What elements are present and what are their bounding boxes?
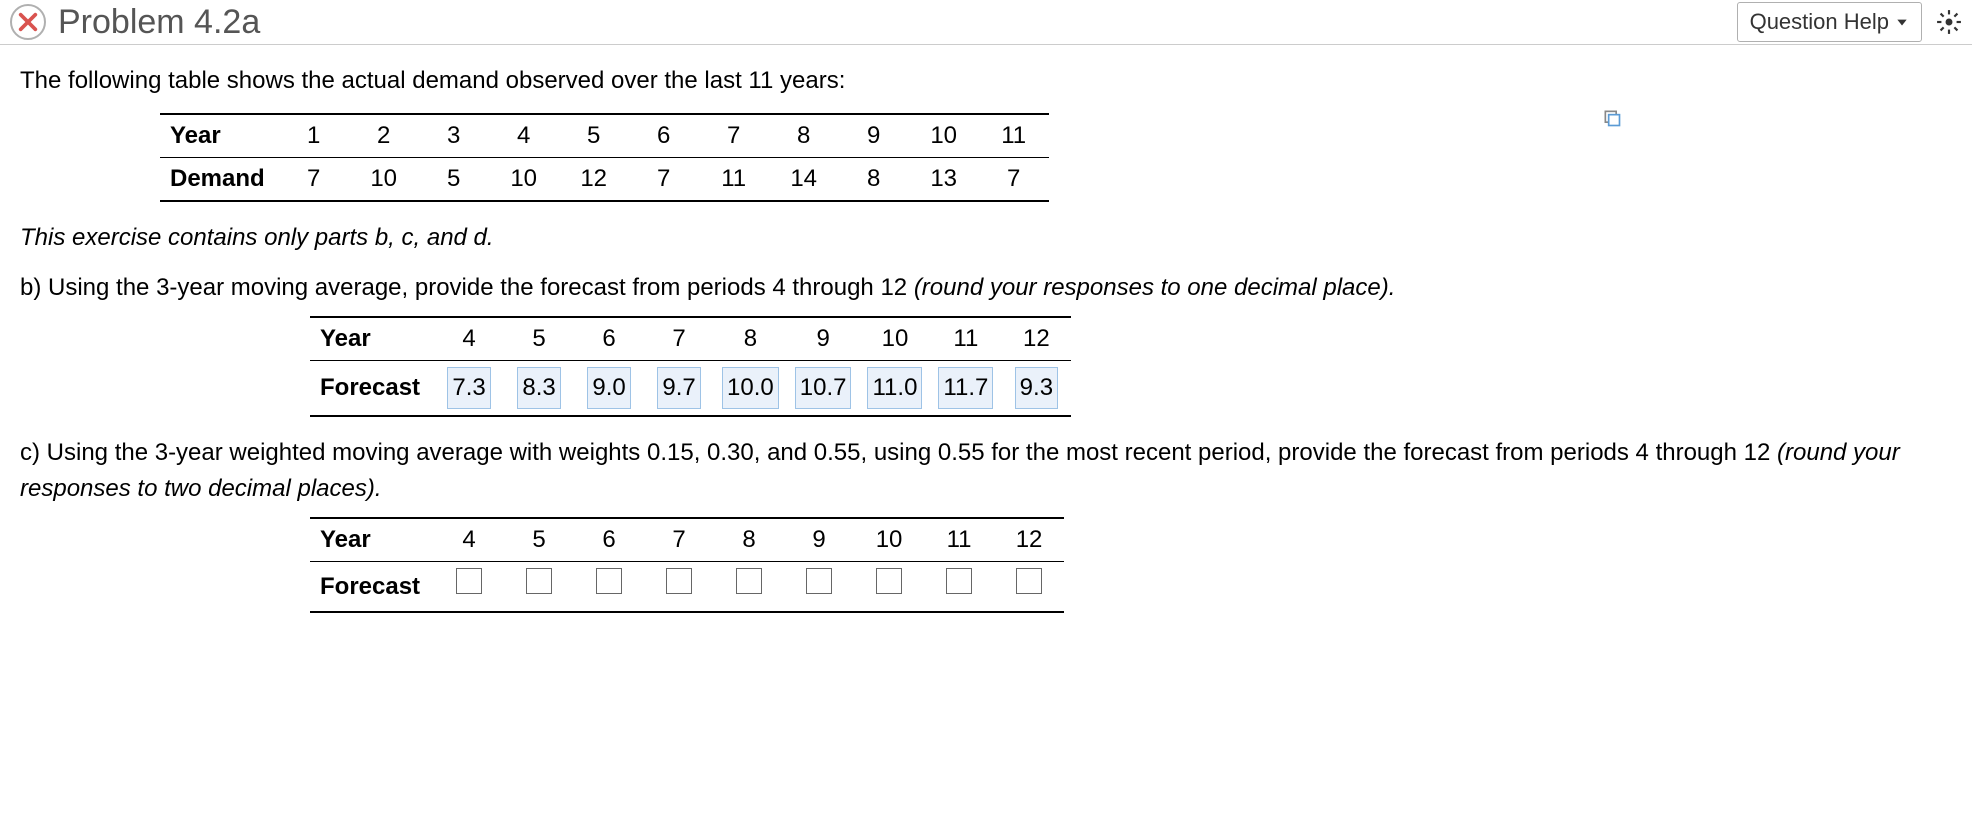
year-cell: 5 xyxy=(504,518,574,562)
year-cell: 9 xyxy=(787,317,860,361)
forecast-input-cell[interactable] xyxy=(854,562,924,613)
forecast-input-cell[interactable] xyxy=(784,562,854,613)
year-cell: 7 xyxy=(699,114,769,158)
part-b-suffix: (round your responses to one decimal pla… xyxy=(914,274,1396,301)
year-cell: 11 xyxy=(930,317,1001,361)
year-cell: 12 xyxy=(1001,317,1071,361)
forecast-input-cell[interactable] xyxy=(644,562,714,613)
year-cell: 8 xyxy=(714,518,784,562)
demand-cell: 8 xyxy=(839,158,909,202)
demand-cell: 7 xyxy=(279,158,349,202)
year-cell: 12 xyxy=(994,518,1064,562)
demand-cell: 11 xyxy=(699,158,769,202)
forecast-input-cell[interactable] xyxy=(714,562,784,613)
forecast-cell: 8.3 xyxy=(504,361,574,417)
question-help-button[interactable]: Question Help xyxy=(1737,2,1922,42)
year-cell: 10 xyxy=(909,114,979,158)
intro-text: The following table shows the actual dem… xyxy=(20,63,1952,99)
forecast-cell: 11.7 xyxy=(930,361,1001,417)
forecast-input-cell[interactable] xyxy=(994,562,1064,613)
year-cell: 10 xyxy=(854,518,924,562)
header: Problem 4.2a Question Help xyxy=(0,0,1972,45)
row-label-forecast: Forecast xyxy=(310,562,434,613)
forecast-cell: 10.0 xyxy=(714,361,787,417)
forecast-input-cell[interactable] xyxy=(574,562,644,613)
forecast-input-cell[interactable] xyxy=(924,562,994,613)
forecast-cell: 9.3 xyxy=(1001,361,1071,417)
year-cell: 5 xyxy=(504,317,574,361)
demand-cell: 14 xyxy=(769,158,839,202)
year-cell: 9 xyxy=(784,518,854,562)
page-title: Problem 4.2a xyxy=(58,3,260,42)
year-cell: 5 xyxy=(559,114,629,158)
year-cell: 9 xyxy=(839,114,909,158)
forecast-input-cell[interactable] xyxy=(504,562,574,613)
year-cell: 7 xyxy=(644,317,714,361)
demand-cell: 5 xyxy=(419,158,489,202)
part-b-table: Year 4 5 6 7 8 9 10 11 12 Forecast 7.3 8… xyxy=(310,316,1071,417)
demand-cell: 7 xyxy=(979,158,1049,202)
row-label-forecast: Forecast xyxy=(310,361,434,417)
year-cell: 4 xyxy=(434,317,504,361)
exercise-note: This exercise contains only parts b, c, … xyxy=(20,220,1952,256)
copy-table-icon[interactable] xyxy=(1602,103,1622,139)
year-cell: 2 xyxy=(349,114,419,158)
year-cell: 6 xyxy=(629,114,699,158)
part-b-table-wrap: Year 4 5 6 7 8 9 10 11 12 Forecast 7.3 8… xyxy=(20,316,1952,417)
forecast-cell: 9.7 xyxy=(644,361,714,417)
close-icon[interactable] xyxy=(10,4,46,40)
year-cell: 11 xyxy=(924,518,994,562)
forecast-cell: 9.0 xyxy=(574,361,644,417)
year-cell: 4 xyxy=(489,114,559,158)
year-cell: 3 xyxy=(419,114,489,158)
question-help-label: Question Help xyxy=(1750,9,1889,35)
header-right: Question Help xyxy=(1737,2,1962,42)
year-cell: 10 xyxy=(859,317,930,361)
year-cell: 4 xyxy=(434,518,504,562)
demand-table-wrap: Year 1 2 3 4 5 6 7 8 9 10 11 Demand 7 10… xyxy=(20,113,1952,202)
row-label-year: Year xyxy=(310,518,434,562)
demand-cell: 12 xyxy=(559,158,629,202)
gear-icon[interactable] xyxy=(1936,9,1962,35)
part-c-table: Year 4 5 6 7 8 9 10 11 12 Forecast xyxy=(310,517,1064,613)
year-cell: 7 xyxy=(644,518,714,562)
forecast-input-cell[interactable] xyxy=(434,562,504,613)
year-cell: 6 xyxy=(574,518,644,562)
chevron-down-icon xyxy=(1895,9,1909,35)
row-label-demand: Demand xyxy=(160,158,279,202)
part-b-text: b) Using the 3-year moving average, prov… xyxy=(20,270,1952,306)
demand-cell: 10 xyxy=(349,158,419,202)
part-c-prefix: c) Using the 3-year weighted moving aver… xyxy=(20,439,1777,466)
forecast-cell: 11.0 xyxy=(859,361,930,417)
year-cell: 8 xyxy=(714,317,787,361)
part-c-table-wrap: Year 4 5 6 7 8 9 10 11 12 Forecast xyxy=(20,517,1952,613)
part-b-prefix: b) Using the 3-year moving average, prov… xyxy=(20,274,914,301)
year-cell: 6 xyxy=(574,317,644,361)
year-cell: 1 xyxy=(279,114,349,158)
demand-cell: 10 xyxy=(489,158,559,202)
row-label-year: Year xyxy=(310,317,434,361)
demand-cell: 13 xyxy=(909,158,979,202)
row-label-year: Year xyxy=(160,114,279,158)
part-c-text: c) Using the 3-year weighted moving aver… xyxy=(20,435,1952,507)
forecast-cell: 10.7 xyxy=(787,361,860,417)
forecast-cell: 7.3 xyxy=(434,361,504,417)
year-cell: 8 xyxy=(769,114,839,158)
content: The following table shows the actual dem… xyxy=(0,45,1972,649)
demand-table: Year 1 2 3 4 5 6 7 8 9 10 11 Demand 7 10… xyxy=(160,113,1049,202)
year-cell: 11 xyxy=(979,114,1049,158)
demand-cell: 7 xyxy=(629,158,699,202)
